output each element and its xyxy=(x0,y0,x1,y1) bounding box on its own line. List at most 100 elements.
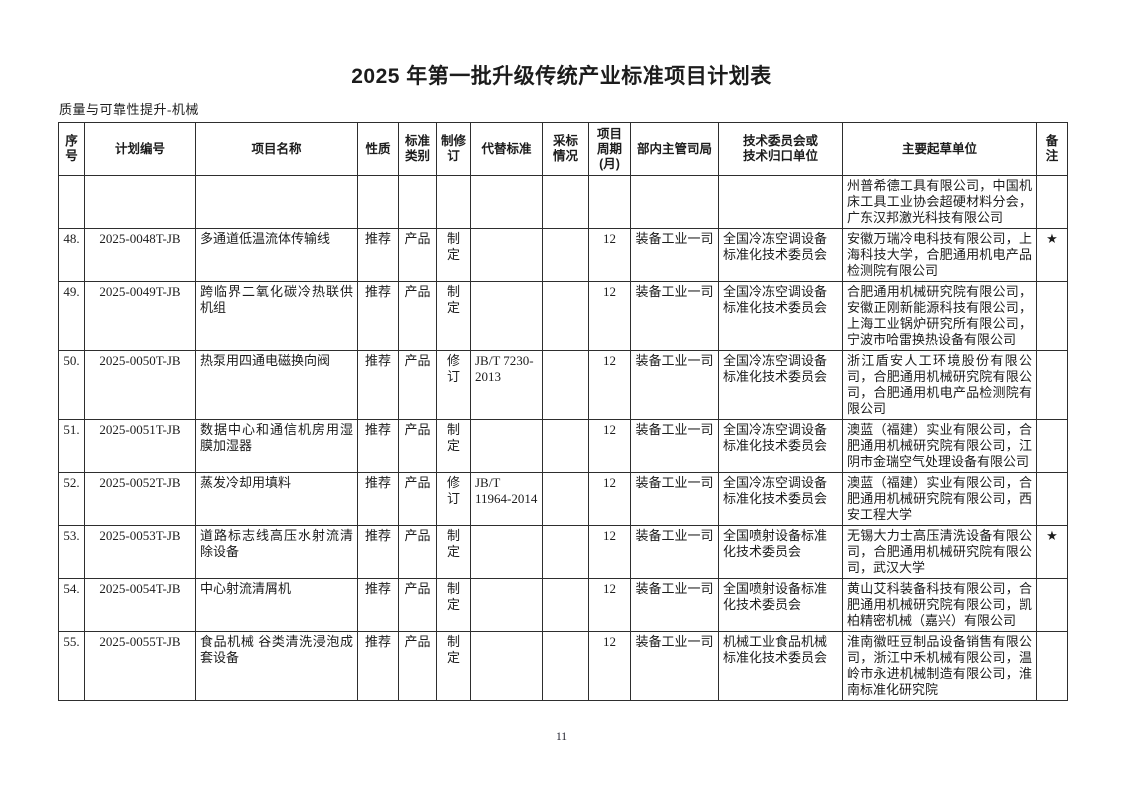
cell-revision: 修订 xyxy=(436,472,471,526)
cell-drafters: 澳蓝（福建）实业有限公司，合肥通用机械研究院有限公司，西安工程大学 xyxy=(842,472,1037,526)
table-row: 州普希德工具有限公司，中国机床工具工业协会超硬材料分会，广东汉邦激光科技有限公司 xyxy=(58,175,1068,229)
page-number: 11 xyxy=(555,731,568,743)
cell-committee: 全国冷冻空调设备标准化技术委员会 xyxy=(718,472,843,526)
cell-adoption xyxy=(542,525,589,579)
header-adoption: 采标 情况 xyxy=(542,122,589,176)
cell-period: 12 xyxy=(588,350,631,420)
cell-category: 产品 xyxy=(398,281,437,351)
cell-nature xyxy=(357,175,399,229)
cell-adoption xyxy=(542,419,589,473)
cell-committee: 全国冷冻空调设备标准化技术委员会 xyxy=(718,281,843,351)
cell-replaced xyxy=(470,281,543,351)
cell-name: 食品机械 谷类清洗浸泡成套设备 xyxy=(195,631,358,701)
cell-department xyxy=(630,175,719,229)
cell-name: 道路标志线高压水射流清除设备 xyxy=(195,525,358,579)
cell-replaced xyxy=(470,419,543,473)
table-row: 50. 2025-0050T-JB 热泵用四通电磁换向阀 推荐 产品 修订 JB/T 723… xyxy=(58,350,1068,420)
cell-committee xyxy=(718,175,843,229)
cell-seq: 49. xyxy=(58,281,85,351)
cell-replaced xyxy=(470,525,543,579)
cell-department: 装备工业一司 xyxy=(630,281,719,351)
cell-adoption xyxy=(542,228,589,282)
cell-seq: 50. xyxy=(58,350,85,420)
cell-revision: 修订 xyxy=(436,350,471,420)
cell-adoption xyxy=(542,281,589,351)
cell-revision: 制定 xyxy=(436,228,471,282)
cell-period: 12 xyxy=(588,419,631,473)
cell-remark xyxy=(1036,350,1068,420)
cell-name: 跨临界二氧化碳冷热联供机组 xyxy=(195,281,358,351)
header-remark: 备 注 xyxy=(1036,122,1068,176)
cell-adoption xyxy=(542,472,589,526)
cell-replaced xyxy=(470,175,543,229)
cell-plan_no: 2025-0055T-JB xyxy=(84,631,196,701)
header-department: 部内主管司局 xyxy=(630,122,719,176)
page-title: 2025 年第一批升级传统产业标准项目计划表 xyxy=(351,65,772,88)
cell-category: 产品 xyxy=(398,419,437,473)
cell-department: 装备工业一司 xyxy=(630,525,719,579)
cell-revision: 制定 xyxy=(436,631,471,701)
cell-period: 12 xyxy=(588,228,631,282)
table-header-row: 序 号 计划编号 项目名称 性质 标准 类别 制修 订 代替标准 采标 情况 项… xyxy=(58,122,1068,176)
cell-nature: 推荐 xyxy=(357,631,399,701)
table-row: 54. 2025-0054T-JB 中心射流清屑机 推荐 产品 制定 12 装备工业一司 全国喷… xyxy=(58,578,1068,632)
cell-name: 数据中心和通信机房用湿膜加湿器 xyxy=(195,419,358,473)
cell-department: 装备工业一司 xyxy=(630,472,719,526)
cell-department: 装备工业一司 xyxy=(630,631,719,701)
cell-nature: 推荐 xyxy=(357,281,399,351)
cell-period: 12 xyxy=(588,472,631,526)
table-row: 53. 2025-0053T-JB 道路标志线高压水射流清除设备 推荐 产品 制定 12 装备… xyxy=(58,525,1068,579)
header-nature: 性质 xyxy=(357,122,399,176)
cell-nature: 推荐 xyxy=(357,525,399,579)
cell-seq: 55. xyxy=(58,631,85,701)
cell-remark: ★ xyxy=(1036,525,1068,579)
cell-department: 装备工业一司 xyxy=(630,419,719,473)
cell-category: 产品 xyxy=(398,350,437,420)
table-body: 州普希德工具有限公司，中国机床工具工业协会超硬材料分会，广东汉邦激光科技有限公司… xyxy=(58,175,1068,701)
header-category: 标准 类别 xyxy=(398,122,437,176)
header-revision: 制修 订 xyxy=(436,122,471,176)
cell-committee: 全国冷冻空调设备标准化技术委员会 xyxy=(718,350,843,420)
cell-category: 产品 xyxy=(398,631,437,701)
cell-category: 产品 xyxy=(398,228,437,282)
cell-period xyxy=(588,175,631,229)
cell-adoption xyxy=(542,631,589,701)
cell-replaced: JB/T 11964-2014 xyxy=(470,472,543,526)
cell-nature: 推荐 xyxy=(357,419,399,473)
cell-period: 12 xyxy=(588,281,631,351)
cell-plan_no: 2025-0049T-JB xyxy=(84,281,196,351)
cell-name: 中心射流清屑机 xyxy=(195,578,358,632)
cell-committee: 全国冷冻空调设备标准化技术委员会 xyxy=(718,228,843,282)
header-plan-no: 计划编号 xyxy=(84,122,196,176)
section-label: 质量与可靠性提升-机械 xyxy=(59,102,199,117)
cell-remark xyxy=(1036,472,1068,526)
cell-revision: 制定 xyxy=(436,525,471,579)
cell-plan_no: 2025-0053T-JB xyxy=(84,525,196,579)
cell-revision xyxy=(436,175,471,229)
cell-name: 热泵用四通电磁换向阀 xyxy=(195,350,358,420)
cell-name: 蒸发冷却用填料 xyxy=(195,472,358,526)
header-drafters: 主要起草单位 xyxy=(842,122,1037,176)
table-row: 49. 2025-0049T-JB 跨临界二氧化碳冷热联供机组 推荐 产品 制定 12 装备工… xyxy=(58,281,1068,351)
header-name: 项目名称 xyxy=(195,122,358,176)
cell-plan_no: 2025-0054T-JB xyxy=(84,578,196,632)
cell-replaced: JB/T 7230-2013 xyxy=(470,350,543,420)
cell-department: 装备工业一司 xyxy=(630,578,719,632)
cell-drafters: 州普希德工具有限公司，中国机床工具工业协会超硬材料分会，广东汉邦激光科技有限公司 xyxy=(842,175,1037,229)
header-period: 项目 周期 (月) xyxy=(588,122,631,176)
cell-department: 装备工业一司 xyxy=(630,228,719,282)
cell-drafters: 合肥通用机械研究院有限公司，安徽正刚新能源科技有限公司，上海工业锅炉研究所有限公… xyxy=(842,281,1037,351)
table-row: 52. 2025-0052T-JB 蒸发冷却用填料 推荐 产品 修订 JB/T 11964-… xyxy=(58,472,1068,526)
standards-plan-table: 序 号 计划编号 项目名称 性质 标准 类别 制修 订 代替标准 采标 情况 项… xyxy=(58,122,1068,701)
cell-committee: 机械工业食品机械标准化技术委员会 xyxy=(718,631,843,701)
cell-seq: 54. xyxy=(58,578,85,632)
header-replaced: 代替标准 xyxy=(470,122,543,176)
cell-nature: 推荐 xyxy=(357,578,399,632)
cell-adoption xyxy=(542,578,589,632)
cell-revision: 制定 xyxy=(436,578,471,632)
cell-drafters: 澳蓝（福建）实业有限公司，合肥通用机械研究院有限公司，江阴市金瑞空气处理设备有限… xyxy=(842,419,1037,473)
cell-period: 12 xyxy=(588,525,631,579)
cell-name: 多通道低温流体传输线 xyxy=(195,228,358,282)
cell-adoption xyxy=(542,175,589,229)
cell-revision: 制定 xyxy=(436,281,471,351)
